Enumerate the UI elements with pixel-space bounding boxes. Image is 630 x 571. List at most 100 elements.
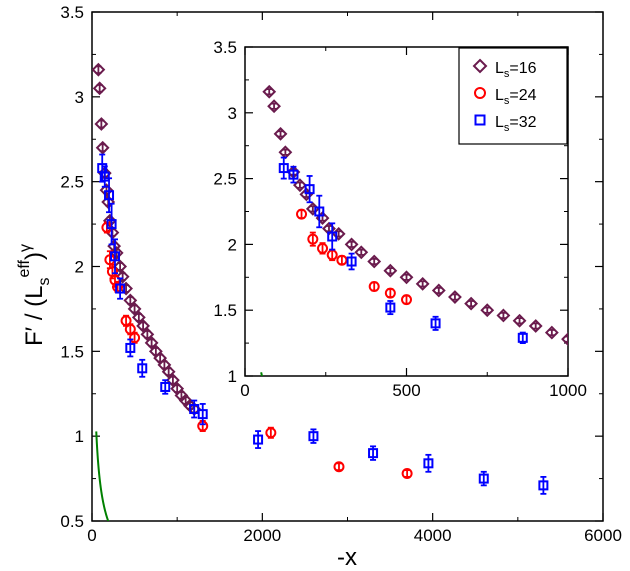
inset-point-ls16 — [367, 254, 382, 269]
y-axis-title-exp: γ — [17, 244, 34, 252]
main-point-ls24 — [124, 323, 136, 335]
main-point-ls32 — [160, 381, 171, 392]
main-point-ls16 — [113, 259, 128, 274]
legend-label-main: L — [495, 87, 504, 104]
inset-point-ls32 — [314, 206, 325, 217]
main-plot-area — [92, 62, 549, 521]
main-point-ls16 — [123, 293, 138, 308]
main-point-ls24 — [333, 461, 345, 473]
inset-y-tick-label: 1 — [228, 367, 237, 386]
y-axis-title-sup: eff — [16, 259, 33, 277]
main-point-ls32 — [423, 458, 434, 469]
main-point-ls16 — [136, 318, 151, 333]
inset-point-ls16 — [496, 308, 511, 323]
inset-point-ls32 — [278, 163, 289, 174]
inset-point-ls16 — [480, 303, 495, 318]
inset-point-ls16 — [528, 319, 543, 333]
main-point-ls16 — [127, 302, 142, 316]
y-axis-title-close: ) — [21, 252, 48, 260]
inset-point-ls16 — [262, 84, 277, 99]
main-x-tick-label: 4000 — [414, 526, 452, 545]
inset-point-ls16 — [448, 290, 462, 304]
inset-x-tick-label: 500 — [392, 381, 420, 400]
legend-label-ls16: Ls=16 — [495, 60, 537, 80]
inset-point-ls24 — [384, 287, 396, 299]
inset-y-tick-label: 2.5 — [213, 170, 237, 189]
main-point-ls32 — [189, 404, 200, 415]
inset-point-ls16 — [512, 313, 527, 328]
inset-point-ls32 — [430, 318, 441, 329]
inset-point-ls16 — [399, 270, 414, 285]
inset-point-ls32 — [327, 231, 338, 242]
inset-point-ls16 — [267, 99, 281, 114]
main-y-tick-label: 2 — [75, 258, 84, 277]
inset-point-ls32 — [517, 332, 528, 343]
main-point-ls24 — [401, 467, 413, 479]
inset-y-tick-label: 2 — [228, 235, 237, 254]
main-point-ls32 — [106, 219, 117, 230]
inset-plot-area — [260, 84, 568, 376]
main-x-tick-label: 6000 — [584, 526, 622, 545]
legend-label-value: =32 — [509, 114, 536, 131]
inset-y-tick-label: 3 — [228, 104, 237, 123]
inset-point-ls16 — [415, 276, 430, 291]
main-point-ls16 — [92, 81, 107, 96]
inset-point-ls24 — [296, 208, 308, 220]
legend-marker-ls32 — [474, 114, 486, 126]
inset-point-ls32 — [346, 256, 357, 267]
main-point-ls24 — [112, 281, 124, 293]
main-point-ls32 — [104, 190, 115, 201]
main-point-ls16 — [94, 117, 109, 131]
main-point-ls32 — [115, 283, 126, 294]
main-point-ls32 — [308, 431, 319, 442]
main-point-ls32 — [368, 448, 379, 459]
main-point-ls16 — [109, 246, 124, 260]
main-y-tick-label: 3.5 — [60, 3, 84, 22]
legend-label-ls24: Ls=24 — [495, 87, 537, 107]
main-point-ls24 — [265, 427, 277, 439]
inset-point-ls16 — [383, 263, 398, 278]
main-y-tick-label: 2.5 — [60, 173, 84, 192]
main-point-ls16 — [115, 269, 130, 284]
legend-label-sub: s — [504, 122, 510, 134]
main-x-tick-label: 2000 — [243, 526, 281, 545]
main-point-ls32 — [253, 434, 264, 445]
main-y-tick-label: 3 — [75, 88, 84, 107]
inset-point-ls16 — [354, 245, 369, 260]
main-point-ls16 — [165, 373, 180, 388]
main-point-ls32 — [137, 363, 148, 374]
y-axis-title-main: F′ / (L — [21, 285, 48, 346]
inset-point-ls32 — [288, 169, 299, 180]
inset-point-ls16 — [464, 296, 479, 311]
legend-label-main: L — [495, 60, 504, 77]
main-point-ls16 — [92, 62, 106, 77]
inset-point-ls24 — [401, 294, 412, 306]
inset-y-tick-label: 3.5 — [213, 38, 237, 57]
inset-point-ls16 — [273, 126, 288, 141]
inset-y-tick-label: 1.5 — [213, 301, 237, 320]
y-axis-title-sub: s — [36, 277, 53, 285]
main-point-ls24 — [120, 315, 132, 327]
main-point-ls16 — [131, 310, 146, 325]
main-point-ls16 — [99, 183, 114, 198]
inset-point-ls24 — [336, 254, 348, 266]
legend-label-value: =16 — [509, 60, 536, 77]
inset-point-ls32 — [385, 302, 396, 313]
inset-point-ls16 — [344, 237, 359, 252]
inset-point-ls16 — [431, 283, 446, 298]
x-axis-title: -x — [337, 544, 357, 571]
inset-point-ls24 — [317, 242, 329, 254]
main-point-ls16 — [102, 213, 117, 228]
legend-label-main: L — [495, 114, 504, 131]
main-point-ls32 — [197, 409, 208, 420]
legend-label-ls32: Ls=32 — [495, 114, 537, 134]
inset-point-ls24 — [368, 281, 380, 293]
main-fit-curve — [95, 431, 110, 521]
legend-label-sub: s — [504, 95, 510, 107]
main-point-ls24 — [129, 332, 141, 344]
main-y-tick-label: 1.5 — [60, 342, 84, 361]
main-point-ls32 — [99, 171, 110, 182]
legend-label-value: =24 — [509, 87, 536, 104]
inset-point-ls16 — [561, 332, 568, 347]
